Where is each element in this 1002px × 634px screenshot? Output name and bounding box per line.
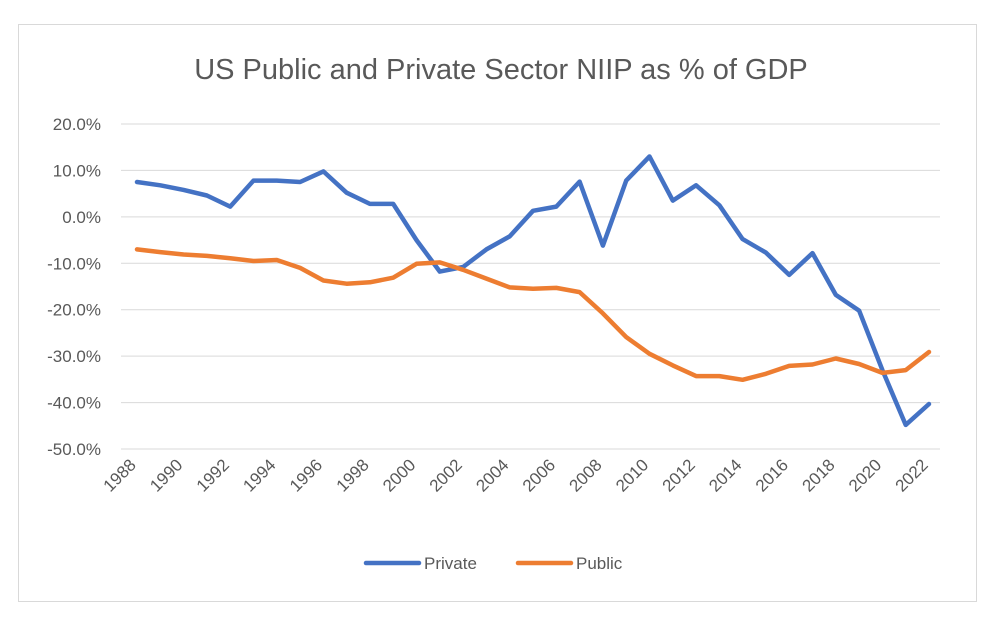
x-tick-label: 2022: [892, 455, 932, 495]
x-tick-label: 2012: [659, 455, 699, 495]
y-tick-label: 20.0%: [53, 115, 101, 134]
series-line-public: [134, 247, 932, 383]
x-tick-label: 2018: [798, 455, 838, 495]
x-tick-label: 2006: [519, 455, 559, 495]
x-tick-label: 1998: [333, 455, 373, 495]
x-tick-label: 2000: [379, 455, 419, 495]
x-tick-label: 2020: [845, 455, 885, 495]
y-tick-label: -10.0%: [47, 254, 101, 273]
y-tick-label: -20.0%: [47, 301, 101, 320]
legend-label-public: Public: [576, 554, 623, 573]
y-tick-label: -40.0%: [47, 394, 101, 413]
x-tick-label: 1990: [146, 455, 186, 495]
y-tick-label: -30.0%: [47, 347, 101, 366]
series-line-private: [134, 154, 932, 428]
y-tick-label: 0.0%: [62, 208, 101, 227]
x-tick-label: 2016: [752, 455, 792, 495]
x-tick-label: 2014: [705, 455, 745, 495]
x-tick-label: 2010: [612, 455, 652, 495]
x-tick-label: 1994: [239, 455, 279, 495]
chart-frame: [18, 24, 977, 602]
x-tick-label: 1988: [100, 455, 140, 495]
y-tick-label: -50.0%: [47, 440, 101, 459]
x-tick-label: 2008: [566, 455, 606, 495]
x-tick-label: 1996: [286, 455, 326, 495]
x-tick-label: 2004: [472, 455, 512, 495]
y-tick-label: 10.0%: [53, 161, 101, 180]
x-tick-label: 1992: [193, 455, 233, 495]
legend-label-private: Private: [424, 554, 477, 573]
x-tick-label: 2002: [426, 455, 466, 495]
chart-title: US Public and Private Sector NIIP as % o…: [194, 54, 808, 86]
